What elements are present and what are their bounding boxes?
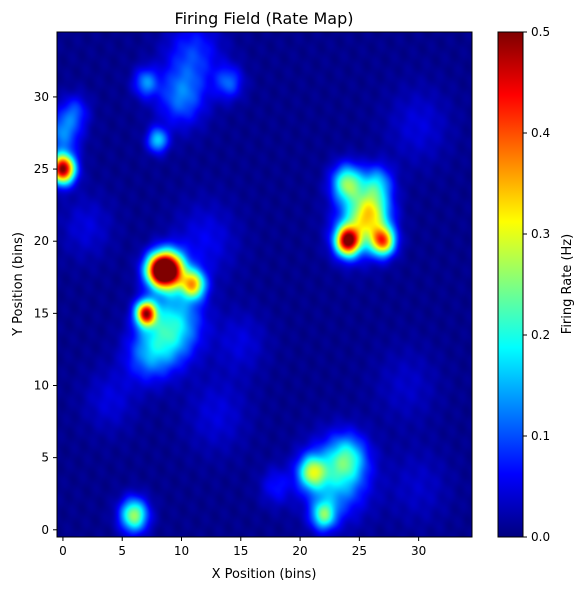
y-tick-label: 25: [34, 162, 49, 176]
colorbar-tick-label: 0.1: [531, 429, 550, 443]
colorbar: [497, 31, 524, 538]
plot-frame: [56, 31, 473, 538]
colorbar-tick-label: 0.4: [531, 126, 550, 140]
colorbar-tick-label: 0.3: [531, 227, 550, 241]
heatmap-image: [57, 32, 472, 537]
x-tick-label: 0: [59, 544, 67, 558]
y-axis-ticks: 0 5 10 15 20 25 30: [34, 90, 57, 537]
y-axis-label: Y Position (bins): [11, 232, 26, 337]
y-tick-label: 0: [41, 523, 49, 537]
colorbar-tick-label: 0.5: [531, 25, 550, 39]
x-tick-label: 25: [352, 544, 367, 558]
y-tick-label: 10: [34, 379, 49, 393]
x-tick-label: 20: [292, 544, 307, 558]
x-axis-label: X Position (bins): [212, 567, 317, 582]
colorbar-tick-label: 0.0: [531, 530, 550, 544]
y-tick-label: 5: [41, 451, 49, 465]
y-tick-label: 15: [34, 306, 49, 320]
x-axis-ticks: 0 5 10 15 20 25 30: [59, 537, 426, 558]
y-tick-label: 30: [34, 90, 49, 104]
colorbar-ticks: 0.0 0.1 0.2 0.3 0.4 0.5: [523, 25, 550, 544]
chart-title: Firing Field (Rate Map): [175, 9, 354, 28]
x-tick-label: 15: [233, 544, 248, 558]
y-tick-label: 20: [34, 234, 49, 248]
colorbar-label: Firing Rate (Hz): [560, 234, 575, 334]
x-tick-label: 30: [411, 544, 426, 558]
x-tick-label: 5: [118, 544, 126, 558]
heatmap-plot-area: [56, 31, 473, 538]
colorbar-tick-label: 0.2: [531, 328, 550, 342]
x-tick-label: 10: [174, 544, 189, 558]
